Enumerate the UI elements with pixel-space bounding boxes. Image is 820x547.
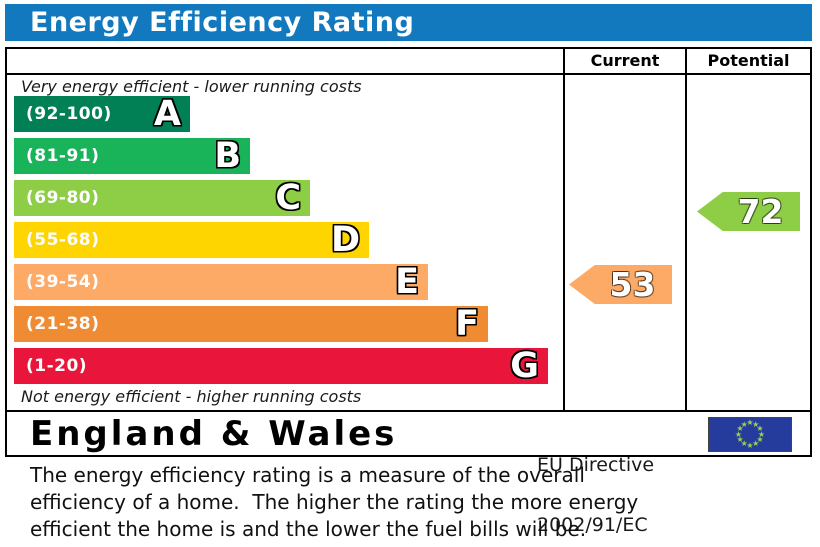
description-line: The energy efficiency rating is a measur…	[30, 463, 585, 487]
column-divider-potential	[685, 49, 687, 412]
band-letter: B	[214, 136, 241, 176]
band-range-label: (92-100)	[26, 104, 112, 124]
band-range-label: (39-54)	[26, 272, 100, 292]
eu-flag-star: ★	[734, 429, 743, 439]
description-line: efficient the home is and the lower the …	[30, 517, 587, 541]
band-c: (69-80) C	[14, 178, 310, 218]
column-divider-current	[563, 49, 565, 412]
eu-directive-label: EU Directive 2002/91/EC	[537, 415, 654, 547]
eu-flag-star: ★	[752, 439, 760, 449]
band-letter: A	[153, 94, 181, 134]
band-d: (55-68) D	[14, 220, 369, 260]
band-letter: F	[455, 304, 479, 344]
current-rating-value: 53	[609, 265, 656, 304]
band-range-label: (81-91)	[26, 146, 100, 166]
page-title: Energy Efficiency Rating	[30, 7, 415, 38]
band-letter: C	[275, 178, 301, 218]
eu-flag-icon: ★ ★ ★ ★ ★ ★ ★ ★ ★ ★ ★ ★	[708, 417, 792, 452]
description-text: The energy efficiency rating is a measur…	[30, 462, 638, 543]
eu-flag-star: ★	[746, 441, 754, 450]
eu-flag-star: ★	[736, 423, 744, 433]
region-label: England & Wales	[30, 414, 398, 454]
band-letter: E	[395, 262, 419, 302]
band-range-label: (1-20)	[26, 356, 88, 376]
band-b: (81-91) B	[14, 136, 250, 176]
footer-divider	[7, 410, 810, 412]
eu-flag-star: ★	[740, 419, 748, 429]
eu-flag-star: ★	[756, 435, 764, 445]
header-divider	[7, 73, 810, 75]
eu-flag-star: ★	[746, 418, 754, 427]
band-f: (21-38) F	[14, 304, 488, 344]
potential-rating-value: 72	[737, 192, 784, 231]
band-g: (1-20) G	[14, 346, 548, 386]
rating-table: Current Potential Very energy efficient …	[5, 47, 812, 535]
band-range-label: (55-68)	[26, 230, 100, 250]
band-a: (92-100) A	[14, 94, 190, 134]
eu-directive-line1: EU Directive	[537, 454, 655, 476]
eu-flag-star: ★	[756, 423, 764, 433]
potential-column-header: Potential	[707, 51, 790, 70]
eu-directive-line2: 2002/91/EC	[537, 514, 648, 536]
eu-flag-star: ★	[757, 429, 766, 439]
description-line: efficiency of a home. The higher the rat…	[30, 490, 639, 514]
band-e: (39-54) E	[14, 262, 428, 302]
band-letter: D	[330, 220, 360, 260]
eu-flag-star: ★	[736, 435, 744, 445]
title-bar: Energy Efficiency Rating	[5, 4, 812, 41]
band-range-label: (69-80)	[26, 188, 100, 208]
current-column-header: Current	[590, 51, 660, 70]
current-rating-arrow: 53	[569, 265, 672, 304]
band-letter: G	[510, 346, 539, 386]
eu-flag-star: ★	[740, 439, 748, 449]
eu-flag-star: ★	[752, 419, 760, 429]
caption-not-efficient: Not energy efficient - higher running co…	[21, 387, 362, 406]
band-range-label: (21-38)	[26, 314, 100, 334]
potential-rating-arrow: 72	[697, 192, 800, 231]
caption-very-efficient: Very energy efficient - lower running co…	[21, 77, 362, 96]
